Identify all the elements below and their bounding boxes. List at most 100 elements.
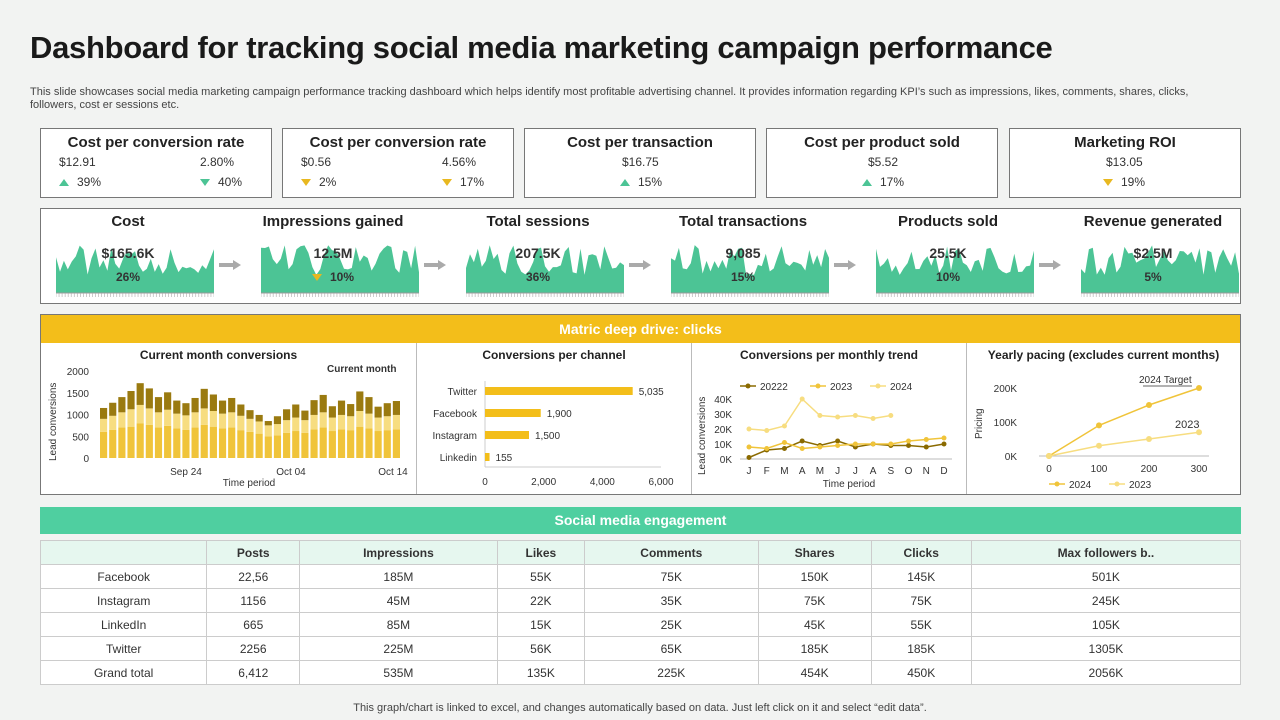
- table-row: Twitter 2256 225M 56K 65K 185K 185K 1305K: [39, 636, 1242, 661]
- kpi-card-2[interactable]: Cost per conversion rate $0.56 4.56% 2% …: [282, 128, 514, 198]
- metric-sessions[interactable]: Total sessions 207.5K 36%: [458, 209, 624, 303]
- bar-segment: [374, 406, 382, 418]
- metric-cost[interactable]: Cost $165.6K 26%: [48, 209, 214, 303]
- column-header[interactable]: Comments: [583, 540, 759, 565]
- bar-segment: [228, 427, 236, 458]
- bar-segment: [200, 408, 208, 425]
- x-axis-label: Time period: [823, 479, 875, 490]
- metric-products[interactable]: Products sold 25.5K 10%: [868, 209, 1034, 303]
- kpi-card-5[interactable]: Marketing ROI $13.05 19%: [1009, 128, 1241, 198]
- page-description: This slide showcases social media market…: [30, 86, 1189, 111]
- x-tick-label: O: [905, 466, 913, 477]
- table-cell: 2056K: [970, 660, 1242, 685]
- bar-segment: [292, 417, 300, 432]
- bar-segment: [365, 397, 373, 414]
- table-cell: 75K: [757, 588, 872, 613]
- bar-segment: [127, 391, 135, 410]
- bar-segment: [154, 412, 163, 428]
- category-label: Linkedin: [440, 453, 477, 464]
- bar-segment: [365, 428, 373, 458]
- sparkline-chart: [56, 245, 214, 297]
- metric-value: 12.5M: [313, 245, 353, 261]
- column-header[interactable]: Clicks: [870, 540, 972, 565]
- table-cell: Grand total: [39, 660, 208, 685]
- category-label: Facebook: [433, 409, 478, 420]
- bar-segment: [164, 409, 172, 426]
- x-tick-label: S: [887, 466, 894, 477]
- metric-revenue[interactable]: Revenue generated $2.5M 5%: [1073, 209, 1239, 303]
- bar-segment: [383, 403, 391, 417]
- kpi-change: 15%: [638, 175, 663, 189]
- table-cell: 55K: [870, 612, 972, 637]
- kpi-card-1[interactable]: Cost per conversion rate $12.91 2.80% 39…: [40, 128, 272, 198]
- category-label: Twitter: [448, 387, 478, 398]
- kpi-change: 2%: [319, 175, 337, 189]
- metric-impressions[interactable]: Impressions gained 12.5M 10%: [253, 209, 419, 303]
- table-header-row: Posts Impressions Likes Comments Shares Click…: [39, 540, 1242, 565]
- x-tick-label: J: [835, 466, 840, 477]
- kpi-card-3[interactable]: Cost per transaction $16.75 15%: [524, 128, 756, 198]
- legend-marker: [875, 383, 881, 389]
- x-tick-label: 100: [1091, 464, 1108, 475]
- sparkline-area: [671, 245, 829, 293]
- bar-segment: [392, 414, 400, 430]
- bar-segment: [347, 430, 355, 458]
- bar-segment: [264, 436, 272, 458]
- x-tick-label: M: [816, 466, 824, 477]
- table-cell: 185K: [757, 636, 872, 661]
- metric-value: $2.5M: [1133, 245, 1173, 261]
- bar-segment: [319, 412, 327, 428]
- current-month-chart[interactable]: Current month Lead conversions Time peri…: [41, 343, 417, 494]
- table-row: Grand total 6,412 535M 135K 225K 454K 450K 2056…: [39, 660, 1242, 685]
- kpi-title: Cost per transaction: [567, 134, 713, 151]
- bar-segment: [191, 412, 199, 428]
- sparkline-chart: [466, 245, 624, 297]
- kpi-value: $13.05: [1106, 155, 1143, 169]
- x-tick-label: 6,000: [648, 477, 673, 488]
- column-header[interactable]: Impressions: [299, 540, 498, 565]
- bar-segment: [109, 415, 117, 430]
- column-header[interactable]: Likes: [496, 540, 585, 565]
- yearly-pacing-chart[interactable]: Pricing 2024 Target 2023 200K 100K 0K 0 100 2…: [967, 343, 1240, 494]
- engagement-table: Posts Impressions Likes Comments Shares Click…: [39, 540, 1242, 685]
- kpi-value: 2.80%: [200, 155, 235, 169]
- bar-segment: [237, 415, 245, 431]
- bar-segment: [136, 404, 144, 424]
- series-line: [748, 397, 891, 432]
- column-header[interactable]: Max followers b..: [970, 540, 1242, 565]
- bar-segment: [301, 420, 309, 433]
- x-tick-label: 200: [1141, 464, 1158, 475]
- table-row: LinkedIn 665 85M 15K 25K 45K 55K 105K: [39, 612, 1242, 637]
- metric-transactions[interactable]: Total transactions 9,085 15%: [663, 209, 829, 303]
- metric-value: $165.6K: [101, 245, 155, 261]
- panel-yearly-pacing: Yearly pacing (excludes current months) …: [967, 343, 1240, 494]
- kpi-change: 40%: [218, 175, 243, 189]
- table-cell: Facebook: [39, 564, 208, 589]
- monthly-trend-chart[interactable]: Lead conversions Time period 40K 30K 20K 10…: [692, 343, 967, 494]
- kpi-card-4[interactable]: Cost per product sold $5.52 17%: [766, 128, 998, 198]
- bar-segment: [319, 394, 327, 413]
- y-tick-label: 1500: [67, 389, 90, 400]
- conversions-channel-chart[interactable]: Twitter 5,035 Facebook 1,900 Instagram 1,500 L…: [417, 343, 692, 494]
- x-tick-label: 0: [1046, 464, 1052, 475]
- bar-segment: [328, 406, 336, 418]
- bar-segment: [283, 409, 291, 421]
- kpi-change: 19%: [1121, 175, 1146, 189]
- bar-segment: [209, 411, 217, 427]
- table-cell: LinkedIn: [39, 612, 208, 637]
- metric-change: 10%: [253, 270, 413, 284]
- table-cell: 75K: [870, 588, 972, 613]
- data-label: 1,900: [547, 409, 572, 420]
- kpi-change: 17%: [460, 175, 485, 189]
- column-header[interactable]: Posts: [206, 540, 301, 565]
- bar-segment: [328, 431, 336, 458]
- bar-segment: [109, 429, 117, 458]
- table-cell: 85M: [299, 612, 498, 637]
- column-header[interactable]: Shares: [757, 540, 872, 565]
- series-line: [1048, 431, 1200, 457]
- table-row: Instagram 1156 45M 22K 35K 75K 75K 245K: [39, 588, 1242, 613]
- panel-current-month: Current month conversions Current month …: [41, 343, 417, 494]
- bar-segment: [301, 410, 309, 421]
- sparkline-area: [1081, 245, 1239, 293]
- column-header[interactable]: [39, 540, 208, 565]
